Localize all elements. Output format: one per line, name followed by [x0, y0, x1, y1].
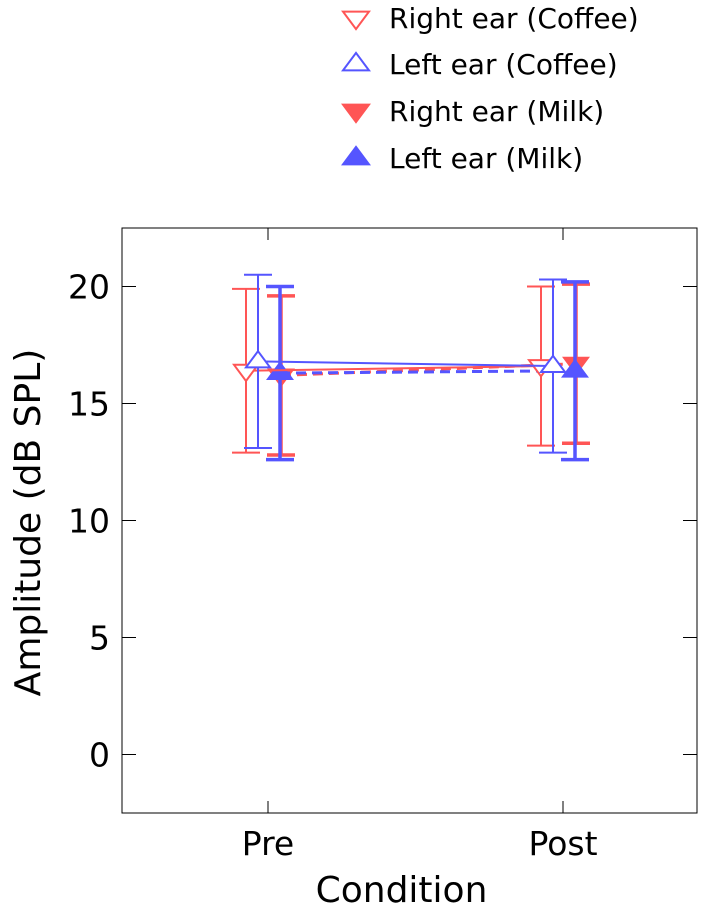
legend-label: Left ear (Coffee) — [389, 48, 618, 81]
y-tick-label: 15 — [68, 385, 110, 424]
y-tick-label: 20 — [68, 268, 110, 307]
data-point — [246, 351, 270, 367]
series-line — [258, 361, 553, 366]
series-line — [280, 371, 575, 373]
x-axis-label: Condition — [316, 870, 488, 908]
series-layer — [232, 275, 590, 460]
legend-label: Right ear (Coffee) — [389, 2, 639, 35]
legend-marker — [343, 147, 369, 165]
legend-marker — [343, 53, 369, 71]
x-tick-label: Pre — [242, 824, 294, 863]
legend: Right ear (Coffee) Left ear (Coffee) Right… — [343, 2, 639, 175]
plot-frame — [122, 228, 697, 813]
legend-marker — [343, 12, 369, 30]
legend-label: Right ear (Milk) — [389, 95, 604, 128]
legend-marker — [343, 105, 369, 123]
axes: 0 5 10 15 20 Pre Post — [68, 228, 697, 863]
y-tick-label: 0 — [89, 736, 110, 775]
x-tick-label: Post — [528, 824, 597, 863]
legend-label: Left ear (Milk) — [389, 142, 583, 175]
y-axis-label: Amplitude (dB SPL) — [8, 349, 49, 697]
y-tick-label: 10 — [68, 502, 110, 541]
y-tick-label: 5 — [89, 619, 110, 658]
series-1 — [244, 275, 567, 453]
